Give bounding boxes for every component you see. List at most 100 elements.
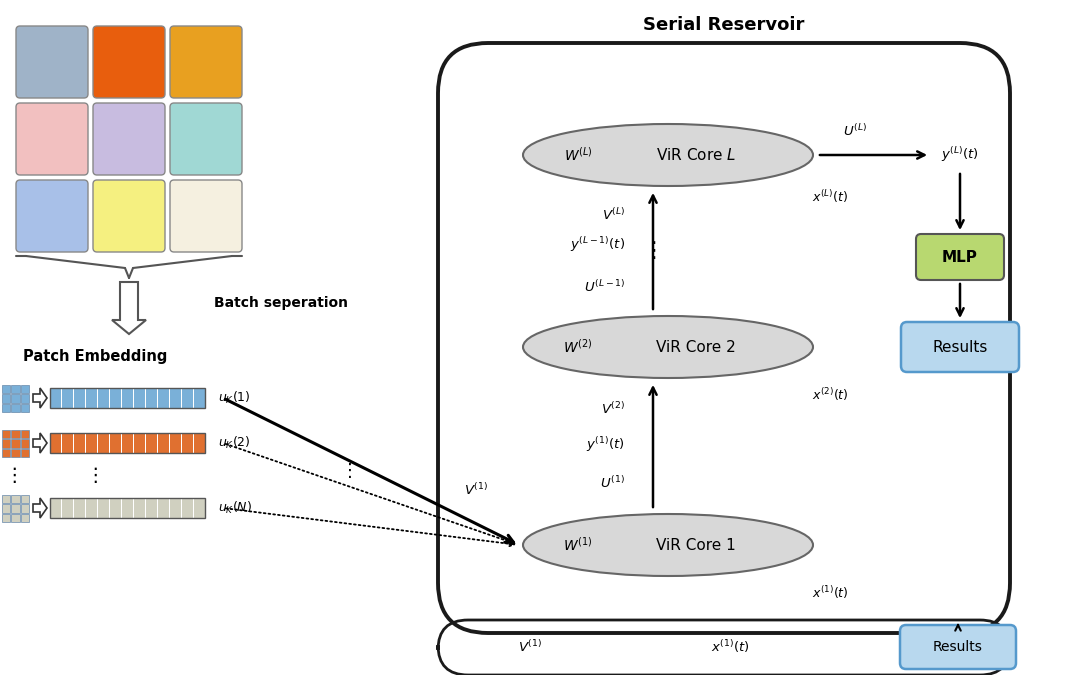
FancyBboxPatch shape [93,26,165,98]
FancyBboxPatch shape [86,433,97,452]
FancyBboxPatch shape [110,499,121,518]
FancyBboxPatch shape [2,514,10,522]
FancyBboxPatch shape [2,439,10,448]
FancyBboxPatch shape [146,433,157,452]
FancyBboxPatch shape [21,394,29,403]
FancyBboxPatch shape [75,433,85,452]
FancyBboxPatch shape [98,499,109,518]
FancyBboxPatch shape [11,495,19,504]
FancyBboxPatch shape [2,385,10,394]
Text: MLP: MLP [942,250,977,265]
FancyBboxPatch shape [11,514,19,522]
Text: ViR Core 1: ViR Core 1 [657,537,735,553]
Ellipse shape [523,124,813,186]
FancyBboxPatch shape [21,430,29,438]
Text: $V^{(1)}$: $V^{(1)}$ [464,482,488,498]
FancyBboxPatch shape [11,430,19,438]
Polygon shape [112,282,146,334]
FancyBboxPatch shape [2,394,10,403]
Text: $y^{(1)}(t)$: $y^{(1)}(t)$ [586,435,625,454]
FancyBboxPatch shape [193,389,204,408]
FancyBboxPatch shape [170,389,180,408]
FancyBboxPatch shape [181,499,192,518]
Text: ⋮: ⋮ [85,466,105,485]
FancyBboxPatch shape [63,499,73,518]
Text: ⋮: ⋮ [642,241,664,261]
FancyBboxPatch shape [181,389,192,408]
FancyBboxPatch shape [134,499,145,518]
FancyBboxPatch shape [158,433,168,452]
FancyBboxPatch shape [916,234,1004,280]
Text: $W^{(1)}$: $W^{(1)}$ [564,536,593,554]
FancyBboxPatch shape [146,389,157,408]
FancyBboxPatch shape [21,404,29,412]
FancyBboxPatch shape [134,433,145,452]
FancyBboxPatch shape [21,504,29,513]
FancyBboxPatch shape [2,430,10,438]
FancyBboxPatch shape [170,499,180,518]
FancyBboxPatch shape [170,180,242,252]
FancyBboxPatch shape [146,499,157,518]
Text: Results: Results [932,340,988,354]
FancyBboxPatch shape [93,180,165,252]
FancyBboxPatch shape [193,499,204,518]
FancyBboxPatch shape [63,433,73,452]
Text: $V^{(1)}$: $V^{(1)}$ [518,639,542,655]
FancyBboxPatch shape [110,433,121,452]
Ellipse shape [523,316,813,378]
Text: $W^{(L)}$: $W^{(L)}$ [564,146,593,164]
FancyBboxPatch shape [21,439,29,448]
Text: Results: Results [933,640,983,654]
Text: ⋮: ⋮ [4,466,24,485]
FancyBboxPatch shape [170,433,180,452]
Text: $x^{(2)}(t)$: $x^{(2)}(t)$ [812,387,848,404]
FancyBboxPatch shape [51,499,62,518]
FancyBboxPatch shape [21,514,29,522]
Text: Serial Reservoir: Serial Reservoir [644,16,805,34]
FancyBboxPatch shape [11,439,19,448]
Text: $u_K(N)$: $u_K(N)$ [218,500,252,516]
FancyBboxPatch shape [170,26,242,98]
FancyBboxPatch shape [2,504,10,513]
Text: $x^{(1)}(t)$: $x^{(1)}(t)$ [812,585,848,601]
FancyBboxPatch shape [193,433,204,452]
FancyBboxPatch shape [2,404,10,412]
Polygon shape [33,498,48,518]
Text: $V^{(2)}$: $V^{(2)}$ [600,401,625,417]
FancyBboxPatch shape [122,389,133,408]
Text: $y^{(L-1)}(t)$: $y^{(L-1)}(t)$ [570,236,625,254]
FancyBboxPatch shape [901,322,1020,372]
FancyBboxPatch shape [11,385,19,394]
FancyBboxPatch shape [158,499,168,518]
Text: ViR Core 2: ViR Core 2 [657,340,735,354]
FancyBboxPatch shape [86,499,97,518]
Text: $x^{(L)}(t)$: $x^{(L)}(t)$ [812,188,848,205]
Text: $u_K(1)$: $u_K(1)$ [218,390,251,406]
FancyBboxPatch shape [2,495,10,504]
FancyBboxPatch shape [16,103,87,175]
FancyBboxPatch shape [11,504,19,513]
FancyBboxPatch shape [16,26,87,98]
FancyBboxPatch shape [98,389,109,408]
FancyBboxPatch shape [170,103,242,175]
FancyBboxPatch shape [21,495,29,504]
FancyBboxPatch shape [51,433,62,452]
FancyBboxPatch shape [900,625,1016,669]
FancyBboxPatch shape [16,180,87,252]
FancyBboxPatch shape [158,389,168,408]
FancyBboxPatch shape [86,389,97,408]
Text: $U^{(L-1)}$: $U^{(L-1)}$ [583,279,625,295]
FancyBboxPatch shape [21,449,29,457]
FancyBboxPatch shape [2,449,10,457]
FancyBboxPatch shape [93,103,165,175]
Text: $V^{(L)}$: $V^{(L)}$ [602,207,625,223]
FancyBboxPatch shape [110,389,121,408]
FancyBboxPatch shape [75,499,85,518]
Text: $W^{(2)}$: $W^{(2)}$ [564,338,593,356]
FancyBboxPatch shape [181,433,192,452]
FancyBboxPatch shape [98,433,109,452]
Text: $U^{(1)}$: $U^{(1)}$ [600,475,625,491]
FancyBboxPatch shape [11,449,19,457]
FancyBboxPatch shape [21,385,29,394]
FancyBboxPatch shape [63,389,73,408]
